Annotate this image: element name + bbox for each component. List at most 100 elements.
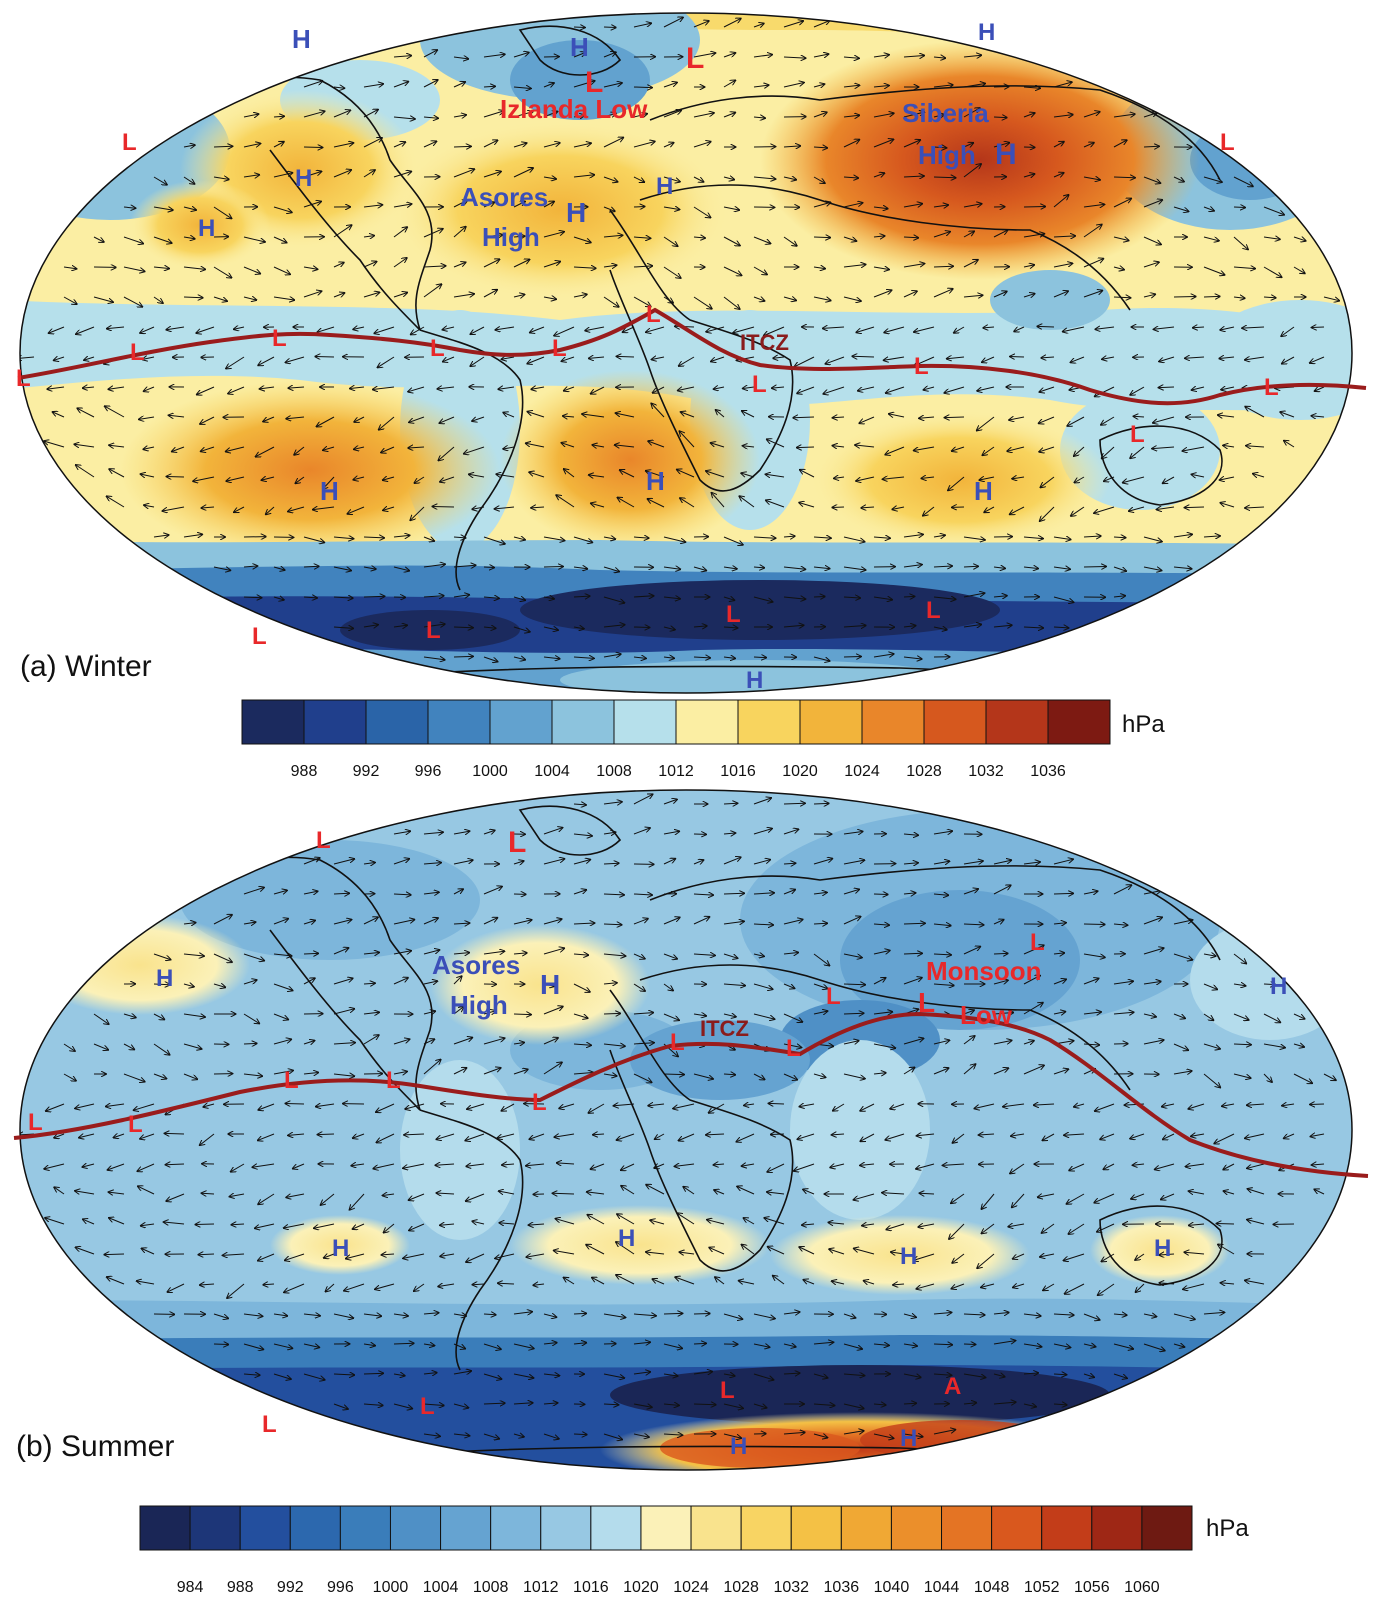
winter-centre-label: L xyxy=(1220,129,1235,156)
wind-vector xyxy=(993,87,1009,88)
wind-vector xyxy=(543,1007,563,1015)
wind-vector xyxy=(858,386,875,391)
wind-vector xyxy=(144,387,155,391)
wind-vector xyxy=(243,144,260,148)
wind-vector xyxy=(483,567,494,568)
colorbar-tick-label: 1032 xyxy=(773,1579,809,1596)
summer-centre-label: H xyxy=(332,1235,349,1262)
wind-vector xyxy=(633,537,649,538)
wind-vector xyxy=(633,114,647,117)
wind-vector xyxy=(1323,296,1339,301)
wind-vector xyxy=(273,983,293,990)
wind-vector xyxy=(348,506,365,514)
wind-vector xyxy=(723,984,745,986)
wind-vector xyxy=(769,1103,785,1104)
wind-vector xyxy=(303,267,317,269)
wind-vector xyxy=(1217,1224,1235,1225)
wind-vector xyxy=(1053,173,1064,177)
wind-vector xyxy=(773,357,785,358)
wind-vector xyxy=(993,292,1007,298)
wind-vector xyxy=(873,654,894,657)
wind-vector xyxy=(603,265,616,267)
wind-vector xyxy=(753,85,769,87)
wind-vector xyxy=(526,443,545,448)
wind-vector xyxy=(1113,596,1125,597)
wind-vector xyxy=(153,1043,170,1055)
wind-vector xyxy=(977,386,995,391)
summer-centre-label: L xyxy=(128,1111,143,1138)
wind-vector xyxy=(1310,356,1325,363)
wind-vector xyxy=(573,27,585,28)
wind-vector xyxy=(543,657,560,659)
colorbar-swatch xyxy=(991,1505,1043,1551)
wind-vector xyxy=(1083,953,1105,957)
wind-vector xyxy=(1203,266,1225,275)
wind-vector xyxy=(843,860,864,865)
wind-vector xyxy=(573,1434,587,1435)
wind-vector xyxy=(183,923,196,924)
wind-vector xyxy=(924,387,935,390)
wind-vector xyxy=(633,266,652,267)
wind-vector xyxy=(723,207,739,210)
wind-vector xyxy=(1173,176,1184,182)
wind-vector xyxy=(423,1039,434,1045)
wind-vector xyxy=(1123,476,1145,483)
wind-vector xyxy=(263,416,275,422)
wind-vector xyxy=(513,236,525,237)
wind-vector xyxy=(513,1043,524,1045)
wind-vector xyxy=(1143,294,1155,297)
wind-vector xyxy=(1083,567,1106,568)
wind-vector xyxy=(753,24,764,28)
wind-vector xyxy=(573,1313,586,1314)
wind-vector xyxy=(423,80,438,88)
colorbar-swatch xyxy=(239,1505,291,1551)
wind-vector xyxy=(753,798,771,805)
wind-vector xyxy=(633,237,650,238)
colorbar-tick-label: 1024 xyxy=(844,763,880,780)
wind-vector xyxy=(963,861,983,864)
wind-vector xyxy=(783,597,805,599)
wind-vector xyxy=(140,326,155,333)
wind-vector xyxy=(1071,506,1085,516)
wind-vector xyxy=(618,498,635,508)
wind-vector xyxy=(470,356,485,366)
wind-vector xyxy=(528,412,545,418)
winter-centre-label: L xyxy=(752,371,767,398)
wind-vector xyxy=(1293,1013,1305,1019)
wind-vector xyxy=(963,164,981,178)
wind-vector xyxy=(633,87,652,88)
wind-vector xyxy=(1223,445,1235,447)
wind-vector xyxy=(873,113,894,118)
wind-vector xyxy=(723,113,735,118)
wind-vector xyxy=(393,142,405,148)
wind-vector xyxy=(1203,983,1217,989)
wind-vector xyxy=(963,537,985,540)
wind-vector xyxy=(1163,476,1175,483)
wind-vector xyxy=(663,597,680,599)
winter-panel: ITCZ H H L L Izlanda Low H Siberia High … xyxy=(16,12,1367,780)
summer-wind-vectors xyxy=(20,794,1336,1439)
wind-vector xyxy=(169,415,185,417)
wind-vector xyxy=(903,596,914,597)
wind-vector xyxy=(813,923,827,924)
wind-vector xyxy=(1113,924,1127,925)
wind-vector xyxy=(753,893,774,894)
wind-vector xyxy=(197,386,215,395)
wind-vector xyxy=(573,567,587,569)
wind-vector xyxy=(603,83,622,88)
wind-vector xyxy=(226,476,245,481)
wind-vector xyxy=(303,1041,314,1044)
wind-vector xyxy=(1053,236,1075,237)
wind-vector xyxy=(633,1043,654,1044)
wind-vector xyxy=(49,326,65,333)
wind-vector xyxy=(93,296,113,302)
wind-vector xyxy=(678,386,695,391)
wind-vector xyxy=(202,507,215,508)
wind-vector xyxy=(653,386,665,393)
wind-vector xyxy=(813,54,828,57)
wind-vector xyxy=(633,953,645,959)
wind-vector xyxy=(1053,1012,1065,1014)
wind-vector xyxy=(1053,115,1073,117)
wind-vector xyxy=(693,237,705,238)
wind-vector xyxy=(1263,1013,1280,1022)
